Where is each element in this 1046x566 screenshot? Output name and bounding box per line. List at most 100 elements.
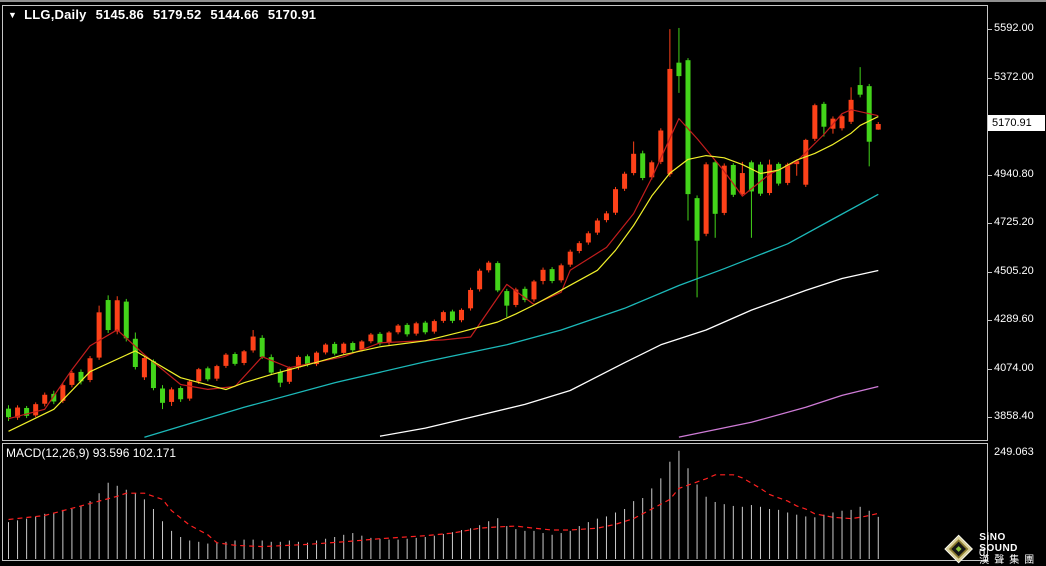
- symbol-period-label: LLG,Daily: [24, 7, 87, 22]
- candle-body-down: [776, 163, 782, 184]
- macd-signal-line: [8, 474, 879, 548]
- candle-body-down: [268, 357, 274, 373]
- candle-body-up: [96, 312, 102, 358]
- candle-body-up: [540, 269, 546, 282]
- candle-body-up: [576, 243, 582, 251]
- watermark-brand-cn: 漢聲集團: [979, 555, 1040, 566]
- price-chart-panel[interactable]: [2, 5, 988, 441]
- candle-body-up: [295, 356, 301, 368]
- candle-body-up: [875, 124, 881, 130]
- candle-body-down: [105, 300, 111, 331]
- ma-magenta-line: [678, 385, 879, 438]
- ma-white-line: [379, 269, 879, 437]
- candle-body-up: [794, 161, 800, 165]
- candle-body-up: [323, 344, 329, 353]
- axis-tick: [988, 222, 992, 224]
- candle-body-up: [60, 385, 66, 401]
- candle-body-up: [314, 352, 320, 365]
- candle-body-down: [504, 291, 510, 306]
- candle-body-down: [332, 343, 338, 354]
- candle-body-up: [196, 369, 202, 382]
- candle-body-up: [386, 332, 392, 343]
- candle-body-up: [395, 325, 401, 333]
- candle-body-down: [748, 162, 754, 192]
- candle-body-up: [839, 116, 845, 129]
- candle-body-up: [558, 265, 564, 281]
- y-axis-label: 3858.40: [994, 409, 1034, 422]
- candle-body-down: [259, 337, 265, 357]
- candle-body-up: [613, 189, 619, 213]
- candle-body-up: [594, 220, 600, 233]
- candle-body-down: [304, 356, 310, 365]
- candle-body-down: [150, 361, 156, 389]
- window-top-edge: [0, 0, 1046, 2]
- candle-body-down: [205, 368, 211, 380]
- macd-max-level-label: 249.063: [994, 446, 1034, 458]
- candle-body-down: [549, 269, 555, 282]
- chevron-down-icon[interactable]: ▼: [8, 10, 18, 20]
- chart-header: ▼ LLG,Daily 5145.86 5179.52 5144.66 5170.91: [8, 7, 316, 22]
- ma-cyan-line: [144, 193, 879, 438]
- axis-tick: [988, 272, 992, 274]
- candle-body-down: [132, 338, 138, 367]
- candle-body-up: [631, 153, 637, 174]
- candle-body-up: [214, 366, 220, 379]
- candle-body-up: [141, 358, 147, 378]
- candle-body-up: [359, 341, 365, 350]
- current-price-tag: 5170.91: [988, 115, 1045, 132]
- candle-body-up: [803, 139, 809, 185]
- candle-body-down: [522, 288, 528, 301]
- candle-body-up: [848, 99, 854, 122]
- macd-histogram-chart[interactable]: [3, 444, 987, 560]
- candle-body-down: [730, 164, 736, 195]
- candle-body-up: [703, 164, 709, 234]
- watermark-brand: SiNO SOUND: [979, 532, 1018, 554]
- close-value: 5170.91: [267, 7, 317, 22]
- candle-body-down: [24, 407, 30, 416]
- price-axis[interactable]: 5592.00 5372.00 4940.80 4725.20 4505.20 4289.…: [988, 0, 1046, 566]
- candle-body-up: [87, 358, 93, 380]
- candle-body-down: [377, 333, 383, 344]
- candle-body-down: [685, 60, 691, 195]
- y-axis-label: 4289.60: [994, 313, 1034, 326]
- diamond-logo-icon: [944, 534, 973, 564]
- candle-body-up: [69, 372, 75, 385]
- candle-body-down: [712, 162, 718, 214]
- axis-tick: [988, 174, 992, 176]
- candle-body-up: [286, 368, 292, 382]
- candle-body-up: [459, 309, 464, 321]
- candle-body-up: [440, 312, 446, 321]
- high-value: 5179.52: [153, 7, 202, 22]
- candle-body-up: [649, 162, 655, 178]
- brand-watermark: SiNO SOUND 漢聲集團: [944, 532, 1046, 566]
- candle-body-down: [422, 322, 428, 333]
- y-axis-label: 4074.00: [994, 361, 1034, 374]
- candle-body-up: [513, 289, 519, 305]
- candlestick-chart[interactable]: [3, 6, 987, 440]
- y-axis-label: 5592.00: [994, 21, 1034, 34]
- candle-body-down: [6, 408, 11, 418]
- candle-body-up: [667, 68, 673, 175]
- macd-panel[interactable]: [2, 443, 988, 561]
- candle-body-up: [431, 321, 437, 332]
- candle-body-down: [277, 371, 283, 383]
- macd-zero-label: 0: [979, 547, 986, 559]
- candle-body-up: [812, 105, 818, 139]
- candle-body-down: [178, 388, 184, 400]
- candle-body-up: [413, 323, 419, 334]
- candle-body-up: [477, 270, 483, 290]
- low-value: 5144.66: [210, 7, 259, 22]
- candle-body-down: [232, 354, 238, 364]
- candle-body-up: [368, 334, 374, 342]
- candle-body-down: [757, 164, 763, 194]
- watermark-text: SiNO SOUND 漢聲集團: [979, 532, 1046, 566]
- y-axis-label: 4940.80: [994, 167, 1034, 180]
- candle-body-up: [114, 300, 120, 332]
- candle-body-down: [449, 311, 455, 321]
- candle-body-up: [15, 407, 21, 418]
- candle-body-up: [169, 389, 175, 402]
- candle-body-up: [603, 213, 609, 221]
- candle-body-up: [721, 165, 727, 213]
- axis-tick: [988, 416, 992, 418]
- candle-body-up: [33, 404, 39, 416]
